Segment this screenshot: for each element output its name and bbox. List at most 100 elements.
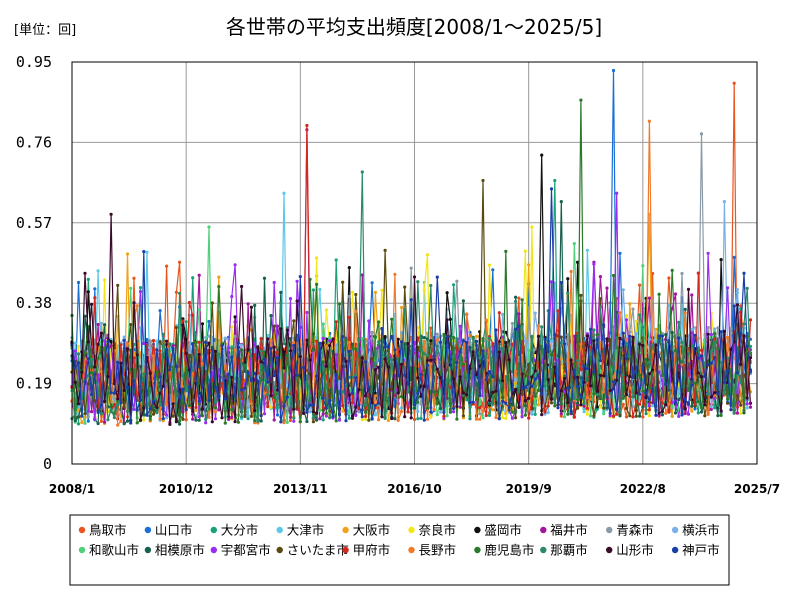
data-point bbox=[507, 406, 511, 410]
data-point bbox=[116, 397, 120, 401]
data-point bbox=[184, 389, 188, 393]
data-point bbox=[191, 409, 195, 413]
data-point bbox=[683, 407, 687, 411]
data-point bbox=[246, 413, 250, 418]
data-point bbox=[569, 383, 573, 387]
x-tick-label: 2013/11 bbox=[273, 482, 327, 496]
legend-label: 那覇市 bbox=[550, 543, 588, 558]
data-point bbox=[233, 263, 237, 267]
y-tick-label: 0.76 bbox=[16, 133, 52, 151]
data-point bbox=[595, 393, 599, 397]
data-point bbox=[90, 302, 94, 306]
data-point bbox=[693, 381, 697, 385]
data-point bbox=[690, 383, 694, 387]
data-point bbox=[452, 406, 456, 410]
data-point bbox=[628, 386, 632, 390]
data-point bbox=[106, 340, 110, 344]
data-point bbox=[533, 369, 537, 373]
data-point bbox=[347, 416, 351, 420]
data-point bbox=[171, 414, 175, 418]
data-point bbox=[328, 384, 332, 388]
data-point bbox=[572, 368, 576, 372]
data-point bbox=[595, 333, 599, 337]
data-point bbox=[598, 359, 603, 363]
data-point bbox=[641, 343, 645, 348]
data-point bbox=[86, 415, 90, 419]
data-point bbox=[337, 413, 342, 417]
data-point bbox=[517, 405, 521, 409]
data-point bbox=[165, 403, 169, 407]
data-point bbox=[706, 412, 710, 416]
data-point bbox=[419, 416, 423, 420]
data-point bbox=[129, 323, 133, 327]
data-point bbox=[693, 402, 697, 406]
data-point bbox=[465, 373, 469, 377]
data-point bbox=[396, 391, 400, 395]
data-point bbox=[419, 347, 423, 351]
legend-swatch bbox=[606, 526, 613, 534]
data-point bbox=[116, 283, 120, 287]
data-point bbox=[435, 402, 439, 406]
data-point bbox=[504, 416, 508, 421]
data-point bbox=[543, 384, 547, 388]
data-point bbox=[76, 361, 81, 365]
data-point bbox=[510, 387, 514, 392]
data-point bbox=[439, 410, 443, 414]
data-point bbox=[559, 402, 563, 406]
data-point bbox=[142, 418, 146, 422]
data-point bbox=[621, 402, 625, 406]
data-point bbox=[429, 358, 433, 362]
data-point bbox=[514, 295, 518, 299]
data-point bbox=[429, 410, 433, 414]
data-point bbox=[533, 384, 537, 389]
data-point bbox=[197, 415, 201, 419]
data-point bbox=[481, 178, 485, 183]
data-point bbox=[703, 403, 707, 407]
data-point bbox=[295, 299, 299, 303]
data-point bbox=[103, 358, 107, 362]
data-point bbox=[86, 357, 90, 361]
data-point bbox=[181, 317, 185, 321]
data-point bbox=[106, 418, 110, 422]
data-point bbox=[416, 391, 420, 395]
data-point bbox=[696, 371, 700, 375]
legend-label: 長野市 bbox=[419, 543, 457, 558]
data-point bbox=[165, 347, 169, 352]
data-point bbox=[210, 348, 214, 352]
data-point bbox=[478, 412, 482, 416]
data-point bbox=[347, 294, 351, 299]
data-point bbox=[491, 408, 495, 412]
data-point bbox=[647, 119, 652, 123]
data-point bbox=[334, 419, 338, 423]
data-point bbox=[468, 400, 472, 405]
data-point bbox=[194, 340, 198, 344]
data-point bbox=[468, 417, 472, 421]
data-point bbox=[184, 320, 188, 324]
data-point bbox=[158, 375, 162, 379]
data-point bbox=[618, 370, 622, 374]
data-point bbox=[572, 362, 576, 366]
data-point bbox=[425, 417, 430, 421]
data-point bbox=[148, 407, 152, 411]
data-point bbox=[510, 410, 514, 414]
data-point bbox=[288, 297, 293, 301]
data-point bbox=[690, 327, 694, 332]
data-point bbox=[474, 397, 479, 401]
data-point bbox=[217, 275, 221, 279]
data-point bbox=[474, 334, 479, 338]
data-point bbox=[243, 392, 247, 396]
data-point bbox=[266, 337, 270, 341]
data-point bbox=[200, 383, 205, 388]
data-point bbox=[576, 406, 580, 410]
data-point bbox=[602, 412, 606, 416]
data-point bbox=[651, 401, 655, 405]
data-point bbox=[487, 413, 492, 417]
data-point bbox=[142, 406, 146, 410]
data-point bbox=[367, 406, 371, 410]
data-point bbox=[135, 353, 139, 357]
data-point bbox=[611, 359, 616, 363]
data-point bbox=[86, 290, 90, 294]
data-point bbox=[461, 391, 465, 395]
data-point bbox=[275, 413, 280, 417]
data-point bbox=[419, 372, 423, 376]
